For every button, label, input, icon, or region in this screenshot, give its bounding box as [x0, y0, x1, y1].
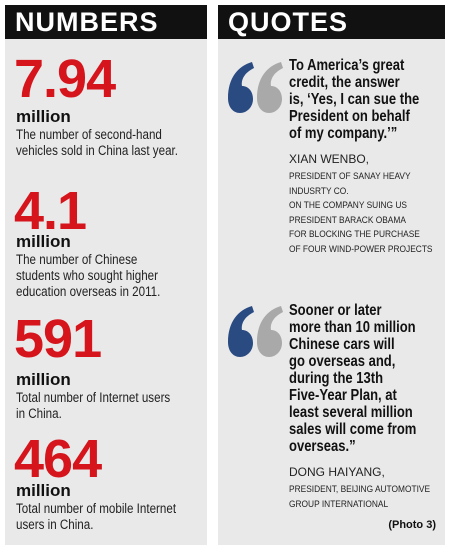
quote-mark	[228, 306, 283, 357]
quote-text: go overseas and,	[289, 353, 396, 370]
quote-text: sales will come from	[289, 421, 417, 438]
quotes-panel	[218, 5, 445, 545]
quote-speaker: DONG HAIYANG,	[289, 465, 385, 479]
number-figure: 464	[14, 429, 102, 489]
number-description: The number of second-hand	[16, 127, 162, 142]
quote-role: INDUSRTY CO.	[289, 185, 349, 197]
number-description: users in China.	[16, 517, 94, 532]
quote-text: more than 10 million	[289, 319, 416, 336]
numbers-title: NUMBERS	[5, 5, 207, 39]
number-description: vehicles sold in China last year.	[16, 143, 178, 158]
number-description: in China.	[16, 406, 62, 421]
quote-text: during the 13th	[289, 370, 384, 387]
quote-text: To America’s great	[289, 57, 405, 74]
number-unit: million	[16, 370, 71, 389]
quote-text: least several million	[289, 404, 413, 421]
number-description: The number of Chinese	[16, 252, 138, 267]
quote-mark	[228, 62, 283, 113]
quote-text: credit, the answer	[289, 74, 400, 91]
number-unit: million	[16, 232, 71, 251]
quote-role: PRESIDENT OF SANAY HEAVY	[289, 171, 411, 182]
number-description: students who sought higher	[16, 268, 159, 283]
number-figure: 591	[14, 309, 102, 369]
quote-role: FOR BLOCKING THE PURCHASE	[289, 229, 420, 240]
quote-text: is, ‘Yes, I can sue the	[289, 91, 420, 108]
quote-text: of my company.’”	[289, 125, 398, 142]
quote-text: President on behalf	[289, 108, 410, 125]
quote-role: PRESIDENT BARACK OBAMA	[289, 214, 406, 226]
quote-text: Five-Year Plan, at	[289, 387, 397, 404]
photo-credit: (Photo 3)	[388, 519, 436, 531]
number-description: Total number of Internet users	[16, 390, 171, 405]
quote-role: PRESIDENT, BEIJING AUTOMOTIVE	[289, 484, 431, 495]
number-figure: 7.94	[14, 49, 116, 109]
number-unit: million	[16, 107, 71, 126]
quote-speaker: XIAN WENBO,	[289, 152, 370, 166]
quotes-title: QUOTES	[218, 5, 445, 39]
quote-role: GROUP INTERNATIONAL	[289, 498, 389, 510]
quote-text: Sooner or later	[289, 302, 382, 319]
quote-text: Chinese cars will	[289, 336, 395, 353]
number-description: Total number of mobile Internet	[16, 501, 177, 516]
quote-text: overseas.”	[289, 438, 356, 455]
number-unit: million	[16, 481, 71, 500]
number-description: education overseas in 2011.	[16, 284, 161, 299]
numbers-panel	[5, 5, 207, 545]
number-figure: 4.1	[14, 181, 87, 241]
quote-role: OF FOUR WIND-POWER PROJECTS	[289, 243, 433, 255]
quote-role: ON THE COMPANY SUING US	[289, 200, 407, 211]
